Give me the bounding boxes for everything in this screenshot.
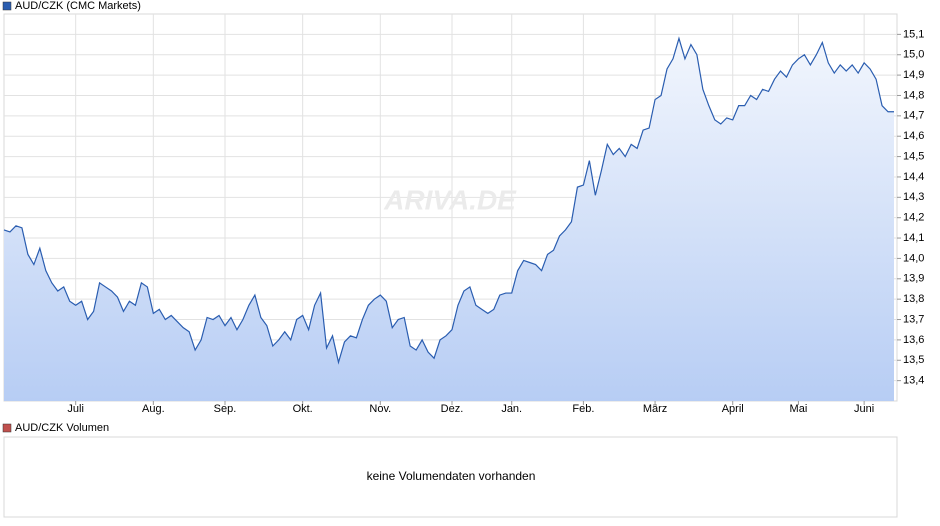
y-tick-label: 15,1 bbox=[903, 28, 924, 40]
y-tick-label: 13,9 bbox=[903, 273, 924, 285]
y-tick-label: 13,4 bbox=[903, 375, 924, 387]
x-tick-label: Aug. bbox=[142, 403, 165, 415]
watermark: ARIVA.DE bbox=[383, 184, 517, 215]
y-tick-label: 13,8 bbox=[903, 293, 924, 305]
y-tick-label: 14,6 bbox=[903, 130, 924, 142]
marks bbox=[3, 36, 894, 401]
y-tick-label: 14,2 bbox=[903, 212, 924, 224]
x-tick-label: April bbox=[722, 403, 744, 415]
y-tick-label: 14,1 bbox=[903, 232, 924, 244]
legend-swatch bbox=[2, 1, 12, 11]
x-tick-label: Juli bbox=[67, 403, 84, 415]
volume-legend-label: AUD/CZK Volumen bbox=[15, 422, 109, 434]
x-tick-label: Okt. bbox=[293, 403, 313, 415]
y-tick-label: 14,7 bbox=[903, 110, 924, 122]
y-tick-label: 13,6 bbox=[903, 334, 924, 346]
legend-label: AUD/CZK (CMC Markets) bbox=[15, 0, 141, 12]
x-tick-label: Dez. bbox=[441, 403, 464, 415]
y-tick-label: 14,0 bbox=[903, 252, 924, 264]
x-tick-label: Nov. bbox=[369, 403, 391, 415]
area-fill bbox=[4, 38, 894, 401]
x-tick-label: Feb. bbox=[572, 403, 594, 415]
x-tick-label: Sep. bbox=[214, 403, 237, 415]
price-line bbox=[3, 36, 894, 365]
y-tick-label: 14,9 bbox=[903, 69, 924, 81]
volume-message: keine Volumendaten vorhanden bbox=[367, 469, 536, 483]
y-tick-label: 14,3 bbox=[903, 191, 924, 203]
x-tick-label: Jan. bbox=[501, 403, 522, 415]
x-tick-label: Mai bbox=[790, 403, 808, 415]
y-tick-label: 14,5 bbox=[903, 150, 924, 162]
y-tick-label: 15,0 bbox=[903, 49, 924, 61]
legend-swatch bbox=[2, 423, 12, 433]
x-tick-label: Juni bbox=[854, 403, 874, 415]
volume-panel bbox=[3, 436, 898, 518]
y-tick-label: 14,4 bbox=[903, 171, 924, 183]
y-tick-label: 14,8 bbox=[903, 89, 924, 101]
x-tick-label: März bbox=[643, 403, 667, 415]
y-tick-label: 13,5 bbox=[903, 354, 924, 366]
y-tick-label: 13,7 bbox=[903, 313, 924, 325]
